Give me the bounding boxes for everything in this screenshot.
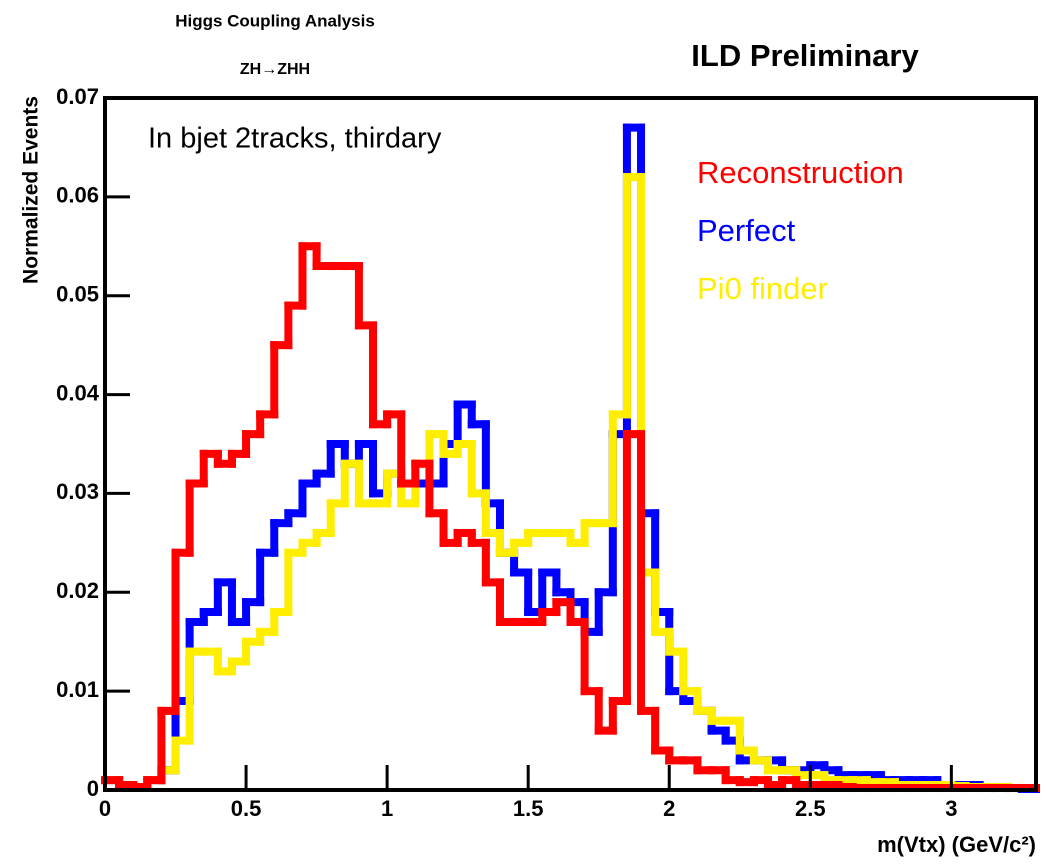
chart-title: Higgs Coupling Analysis: [175, 11, 375, 30]
x-axis-label: m(Vtx) (GeV/c²): [877, 832, 1036, 857]
x-tick-label: 1.5: [513, 796, 544, 821]
x-tick-label: 2.5: [795, 796, 826, 821]
legend-entry: Pi0 finder: [697, 271, 828, 306]
x-tick-label: 0.5: [231, 796, 262, 821]
y-tick-label: 0.06: [56, 183, 99, 208]
annotation: In bjet 2tracks, thirdary: [148, 123, 442, 155]
y-tick-label: 0.01: [56, 677, 99, 702]
y-tick-label: 0.03: [56, 479, 99, 504]
chart-subtitle: ZH→ZHH: [240, 61, 310, 78]
y-tick-label: 0.02: [56, 578, 99, 603]
x-tick-label: 0: [99, 796, 111, 821]
plot-frame: [103, 96, 1038, 792]
y-tick-label: 0.05: [56, 282, 99, 307]
watermark: ILD Preliminary: [691, 38, 919, 73]
legend-entry: Perfect: [697, 213, 796, 248]
y-axis-label: Normalized Events: [20, 96, 43, 284]
y-tick-label: 0.04: [56, 380, 100, 405]
x-tick-label: 3: [945, 796, 957, 821]
plot-lines: [101, 123, 1040, 794]
y-tick-label: 0: [87, 776, 99, 801]
y-tick-label: 0.07: [56, 84, 99, 109]
x-tick-label: 1: [381, 796, 393, 821]
legend-entry: Reconstruction: [697, 155, 904, 190]
x-tick-label: 2: [663, 796, 675, 821]
